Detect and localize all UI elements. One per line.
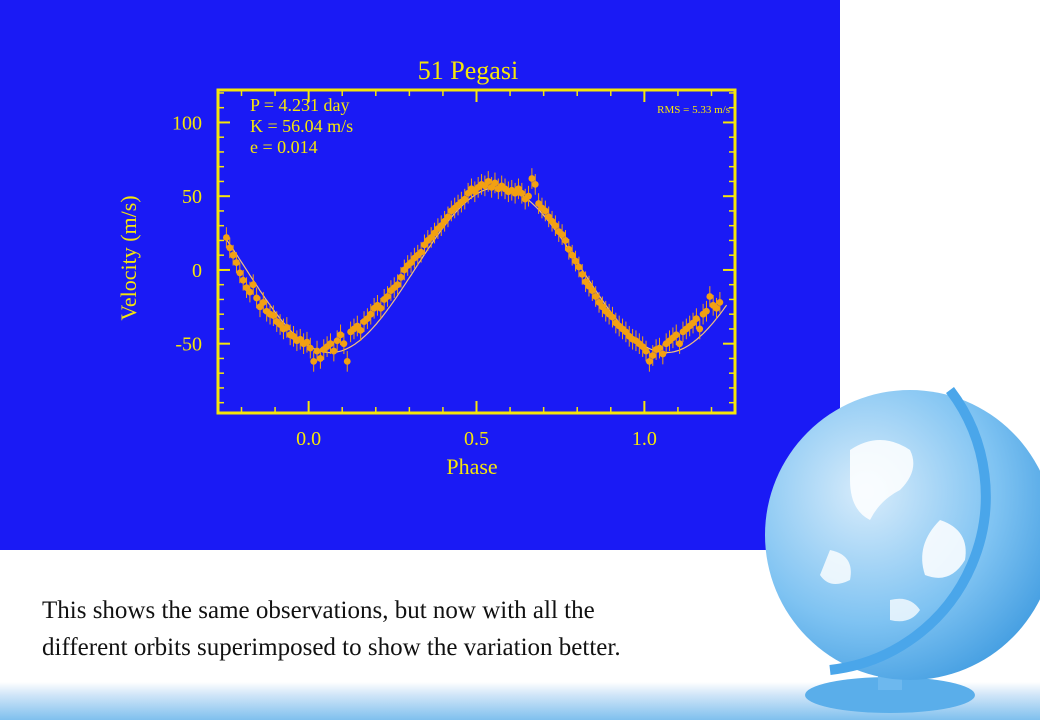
data-point bbox=[528, 175, 536, 182]
x-axis-label: Phase bbox=[446, 454, 497, 479]
data-point bbox=[676, 340, 684, 348]
data-point bbox=[306, 344, 314, 352]
data-point bbox=[236, 269, 244, 277]
data-point bbox=[444, 213, 452, 221]
fit-curve bbox=[225, 186, 728, 354]
chart-title: 51 Pegasi bbox=[418, 56, 518, 85]
data-point bbox=[565, 245, 573, 253]
data-point bbox=[592, 293, 600, 300]
data-point bbox=[491, 179, 499, 187]
chart-panel: 51 Pegasi P = 4.231 day K = 56.04 m/s e … bbox=[0, 0, 840, 550]
data-point bbox=[609, 313, 616, 321]
data-point bbox=[531, 180, 539, 188]
data-point bbox=[656, 344, 663, 352]
data-point bbox=[672, 331, 680, 339]
data-point bbox=[229, 251, 237, 259]
slide-caption: This shows the same observations, but no… bbox=[42, 592, 802, 666]
data-point bbox=[233, 259, 240, 266]
caption-line-1: This shows the same observations, but no… bbox=[42, 597, 595, 624]
data-point bbox=[562, 237, 569, 244]
data-point bbox=[333, 337, 341, 345]
y-tick-label: 0 bbox=[192, 260, 202, 282]
data-point bbox=[239, 276, 247, 284]
data-point bbox=[343, 357, 351, 365]
data-point bbox=[259, 298, 267, 306]
y-tick-label: -50 bbox=[175, 334, 202, 356]
data-point bbox=[226, 244, 234, 252]
data-point bbox=[518, 189, 526, 197]
data-point bbox=[575, 263, 583, 271]
annotation-eccentricity: e = 0.014 bbox=[250, 137, 318, 157]
data-point bbox=[558, 231, 566, 238]
globe-icon bbox=[765, 386, 1040, 713]
radial-velocity-chart: 51 Pegasi P = 4.231 day K = 56.04 m/s e … bbox=[116, 56, 737, 479]
data-point bbox=[357, 327, 365, 334]
data-point bbox=[417, 248, 425, 256]
data-point bbox=[327, 340, 334, 348]
data-point bbox=[310, 357, 318, 365]
data-point bbox=[313, 347, 321, 355]
data-point bbox=[397, 273, 405, 281]
data-point bbox=[692, 315, 700, 323]
data-point bbox=[659, 350, 667, 358]
data-point bbox=[588, 287, 596, 294]
data-point bbox=[645, 357, 653, 365]
data-point bbox=[551, 222, 559, 230]
x-tick-label: 0.5 bbox=[464, 428, 489, 450]
data-point bbox=[249, 281, 257, 289]
data-point bbox=[394, 281, 402, 289]
data-points bbox=[222, 168, 724, 372]
y-tick-label: 50 bbox=[182, 186, 202, 208]
x-tick-label: 1.0 bbox=[632, 428, 657, 450]
data-point bbox=[541, 207, 549, 215]
data-point bbox=[269, 312, 277, 320]
data-point bbox=[330, 347, 338, 355]
data-point bbox=[384, 293, 391, 300]
data-point bbox=[303, 338, 311, 346]
data-point bbox=[696, 325, 704, 333]
data-point bbox=[578, 270, 586, 278]
data-point bbox=[367, 310, 375, 318]
tick-layer: 0.0 0.5 1.0 -50 0 50 100 bbox=[172, 90, 735, 450]
data-point bbox=[283, 324, 291, 331]
data-point bbox=[337, 331, 344, 339]
x-tick-label: 0.0 bbox=[296, 428, 321, 450]
data-point bbox=[461, 195, 469, 203]
data-point bbox=[253, 294, 261, 302]
annotation-semi-amplitude: K = 56.04 m/s bbox=[250, 116, 353, 136]
data-point bbox=[649, 352, 657, 359]
caption-line-2: different orbits superimposed to show th… bbox=[42, 634, 621, 661]
data-point bbox=[246, 288, 254, 296]
data-point bbox=[340, 340, 348, 348]
data-point bbox=[572, 257, 579, 265]
data-point bbox=[568, 251, 576, 259]
annotation-period: P = 4.231 day bbox=[250, 95, 349, 115]
data-point bbox=[222, 234, 230, 241]
data-point bbox=[716, 298, 724, 306]
data-point bbox=[706, 293, 714, 300]
data-point bbox=[377, 304, 385, 312]
data-point bbox=[713, 304, 720, 312]
data-point bbox=[484, 178, 492, 185]
data-point bbox=[703, 307, 710, 315]
data-point bbox=[316, 355, 324, 362]
data-point bbox=[525, 192, 532, 200]
y-axis-label: Velocity (m/s) bbox=[116, 195, 141, 320]
y-tick-label: 100 bbox=[172, 112, 202, 134]
annotation-rms: RMS = 5.33 m/s bbox=[657, 104, 730, 116]
data-point bbox=[642, 347, 650, 355]
